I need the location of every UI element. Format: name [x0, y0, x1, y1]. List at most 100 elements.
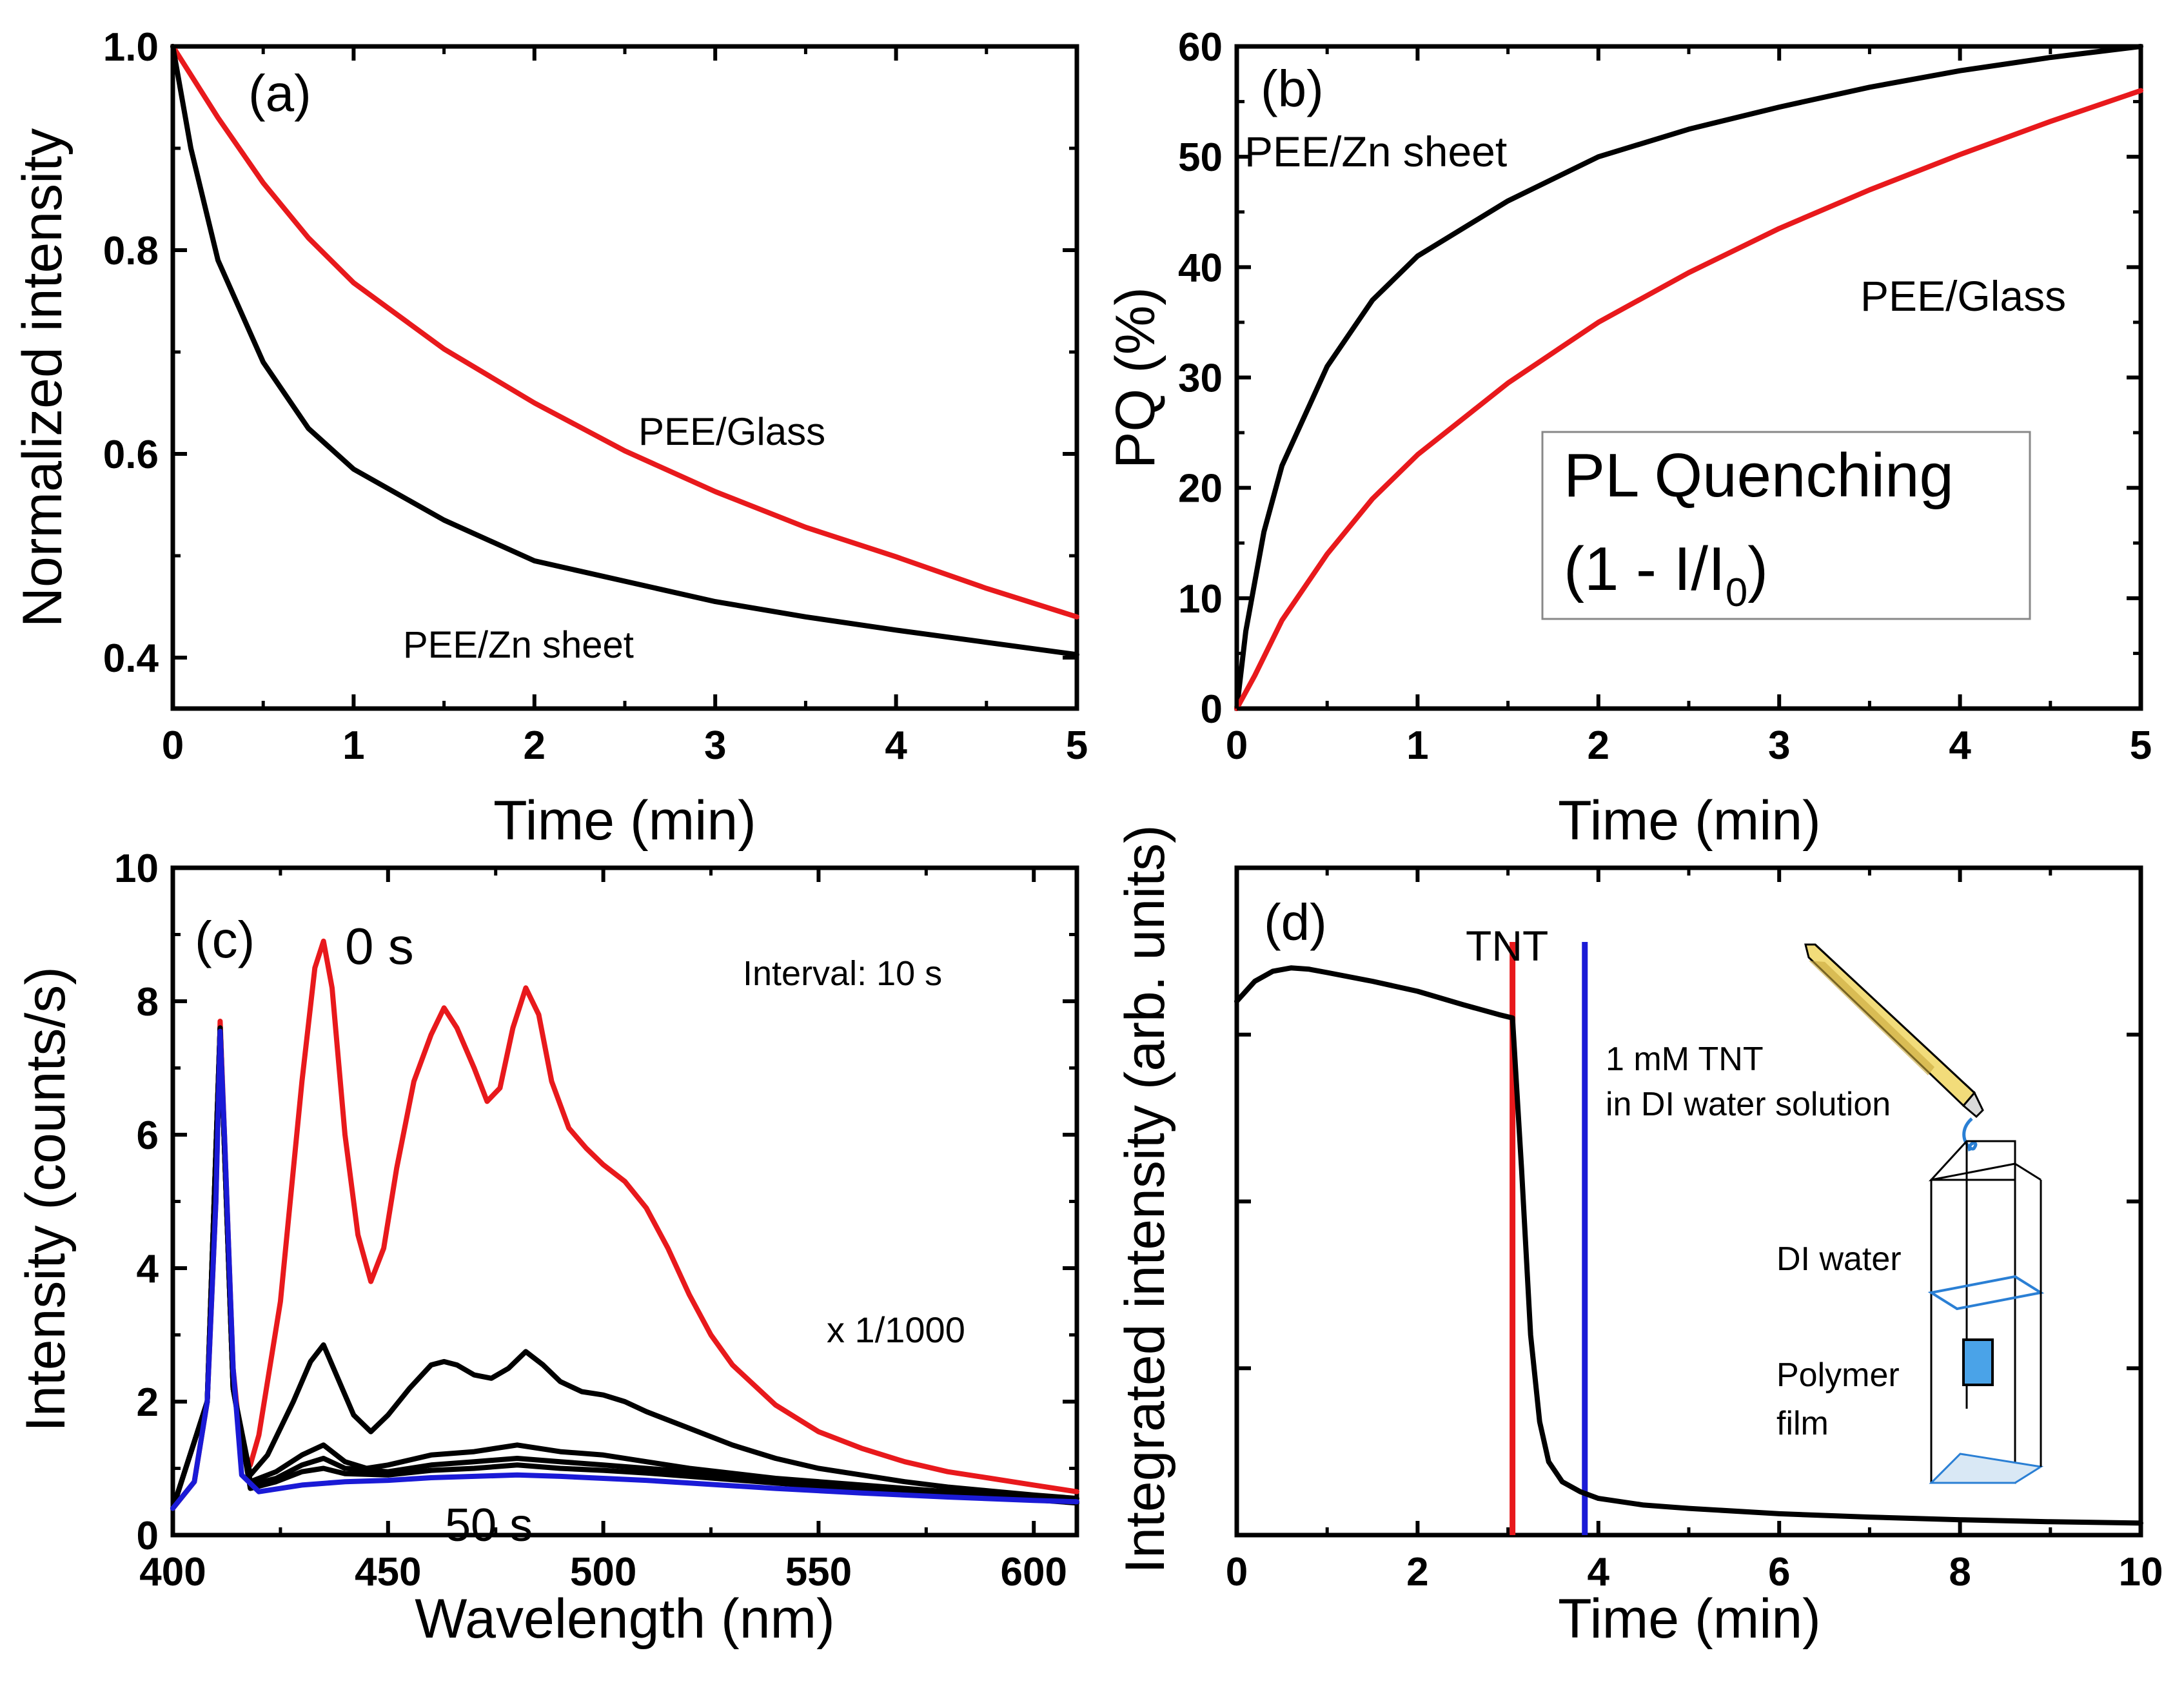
panel-label-c: (c) [195, 911, 255, 968]
x-axis-title-b: Time (min) [1558, 790, 1821, 852]
y-tick-label-b: 40 [1178, 246, 1223, 290]
series-c [170, 938, 1079, 1511]
experiment-schematic [1804, 943, 2045, 1484]
cuvette-top [1928, 1140, 2016, 1182]
annotation-solution: in DI water solution [1606, 1086, 1891, 1123]
cuvette-bottom-fill [1929, 1453, 2044, 1484]
x-tick-label-d: 4 [1588, 1550, 1610, 1594]
y-tick-label-b: 50 [1178, 135, 1223, 180]
annotation-pee-glass-a: PEE/Glass [638, 410, 825, 453]
ticks-d: 0 2 4 6 8 10 [1226, 868, 2163, 1594]
plot-frame-a [170, 44, 1079, 711]
formula-sub: 0 [1726, 571, 1747, 615]
y-tick-label-b: 60 [1178, 25, 1223, 70]
legend-title-b: PL Quenching [1564, 441, 1954, 510]
panel-a: 0 1 2 3 4 5 0.4 0.6 0.8 1.0 (a) Time (min) Normal… [12, 25, 1088, 852]
x-tick-label-c: 450 [355, 1550, 421, 1594]
x-tick-label-d: 2 [1406, 1550, 1428, 1594]
x-tick-label-a: 1 [342, 723, 364, 768]
y-tick-label-b: 10 [1178, 577, 1223, 622]
x-tick-label-a: 5 [1066, 723, 1088, 768]
y-axis-title-b: PQ (%) [1105, 287, 1166, 469]
cuvette-front [1930, 1179, 2016, 1484]
annotation-pee-glass-b: PEE/Glass [1860, 272, 2066, 320]
series-b [1234, 44, 2143, 711]
y-axis-title-c: Intensity (counts/s) [15, 966, 77, 1432]
series-line-a-1 [170, 44, 1079, 658]
y-tick-label-c: 0 [137, 1514, 159, 1558]
y-tick-label-c: 4 [137, 1247, 159, 1291]
cuvette-side-1 [2014, 1162, 2041, 1181]
x-tick-label-a: 0 [162, 723, 184, 768]
annotation-di-water: DI water [1776, 1240, 1902, 1278]
panel-label-a: (a) [248, 64, 311, 122]
pipette-shadow [1809, 961, 1934, 1075]
annotation-polymer: Polymer [1776, 1356, 1900, 1394]
x-tick-label-a: 3 [704, 723, 726, 768]
series-d [1234, 965, 2143, 1526]
annotation-pee-zn-b: PEE/Zn sheet [1244, 128, 1507, 175]
y-tick-label-c: 2 [137, 1380, 159, 1425]
x-tick-label-b: 5 [2130, 723, 2152, 768]
pipette-edge [1814, 943, 1976, 1094]
series-line-c-0 [170, 938, 1079, 1511]
x-tick-label-c: 550 [785, 1550, 852, 1594]
x-tick-label-b: 1 [1406, 723, 1428, 768]
y-tick-label-c: 10 [114, 847, 159, 891]
y-tick-label-a: 0.8 [103, 229, 159, 273]
x-tick-label-d: 6 [1768, 1550, 1790, 1594]
y-axis-title-d: Integrated intensity (arb. units) [1114, 825, 1176, 1574]
y-axis-title-a: Normalized intensity [12, 128, 74, 627]
polymer-film [1962, 1338, 1994, 1386]
x-tick-label-c: 500 [570, 1550, 636, 1594]
x-tick-label-b: 0 [1226, 723, 1248, 768]
series-line-c-1 [170, 1025, 1079, 1511]
annotation-interval: Interval: 10 s [743, 954, 942, 993]
y-tick-label-c: 8 [137, 980, 159, 1024]
legend-formula-b: (1 - I/I0) [1564, 534, 1768, 615]
x-axis-title-c: Wavelength (nm) [415, 1588, 835, 1650]
x-tick-label-c: 600 [1001, 1550, 1067, 1594]
x-tick-label-a: 4 [885, 723, 907, 768]
y-tick-label-c: 6 [137, 1113, 159, 1158]
panel-label-b: (b) [1261, 60, 1324, 117]
series-line-c-5 [170, 1028, 1079, 1511]
annotation-0s: 0 s [345, 917, 414, 975]
pipette-tip [1962, 1091, 1984, 1119]
y-tick-label-b: 30 [1178, 357, 1223, 401]
series-line-a-0 [170, 44, 1079, 620]
annotation-50s: 50 s [445, 1500, 533, 1551]
series-line-b-0 [1234, 44, 2143, 711]
annotation-tnt: TNT [1466, 922, 1548, 970]
annotation-scale: x 1/1000 [827, 1309, 965, 1350]
series-a [170, 44, 1079, 658]
droplet [1962, 1117, 1978, 1151]
series-line-c-3 [170, 1025, 1079, 1511]
series-line-c-2 [170, 1025, 1079, 1511]
plot-frame-d [1234, 865, 2143, 1538]
series-line-b-1 [1234, 88, 2143, 711]
y-tick-label-a: 0.6 [103, 433, 159, 477]
y-tick-label-a: 0.4 [103, 636, 159, 681]
x-tick-label-d: 10 [2119, 1550, 2163, 1594]
x-tick-label-c: 400 [139, 1550, 206, 1594]
ticks-a: 0 1 2 3 4 5 0.4 0.6 0.8 1.0 [103, 25, 1088, 768]
formula-suffix: ) [1747, 534, 1768, 603]
legend-box-b [1541, 431, 2031, 620]
x-axis-title-d: Time (min) [1558, 1588, 1821, 1650]
x-axis-title-a: Time (min) [493, 790, 756, 852]
x-tick-label-d: 0 [1226, 1550, 1248, 1594]
annotation-tnt-conc: 1 mM TNT [1606, 1041, 1764, 1078]
formula-prefix: (1 - I/I [1564, 534, 1726, 603]
panel-c: 400 450 500 550 600 0 2 4 6 8 10 (c) Wavelength (n… [15, 847, 1079, 1650]
x-tick-label-b: 2 [1588, 723, 1609, 768]
series-line-d-0 [1234, 965, 2143, 1526]
x-tick-label-b: 4 [1949, 723, 1971, 768]
x-tick-label-d: 8 [1949, 1550, 1971, 1594]
panel-d: 0 2 4 6 8 10 (d) Time (min) Integrated intens… [1114, 825, 2163, 1650]
ticks-c: 400 450 500 550 600 0 2 4 6 8 10 [114, 847, 1077, 1594]
y-tick-label-b: 0 [1201, 687, 1223, 732]
